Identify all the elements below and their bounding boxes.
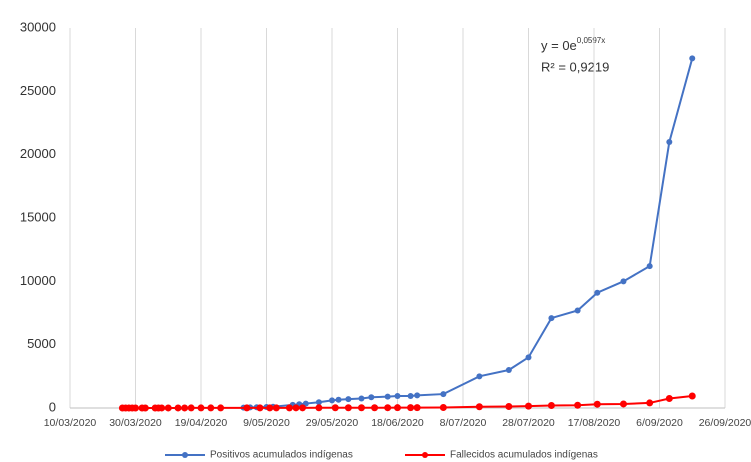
y-tick-label: 10000 xyxy=(20,273,56,288)
trend-equation: y = 0e0,0597x xyxy=(541,36,605,53)
data-point xyxy=(335,396,342,403)
data-point xyxy=(547,401,555,409)
x-tick-label: 19/04/2020 xyxy=(175,417,228,429)
data-point xyxy=(414,392,421,399)
x-tick-label: 26/09/2020 xyxy=(699,417,751,429)
data-point xyxy=(620,278,627,285)
x-tick-label: 18/06/2020 xyxy=(371,417,424,429)
data-point xyxy=(299,404,307,412)
x-tick-label: 17/08/2020 xyxy=(568,417,621,429)
data-point xyxy=(407,404,415,412)
data-point xyxy=(158,404,166,412)
data-point xyxy=(505,402,513,410)
y-tick-label: 15000 xyxy=(20,209,56,224)
data-point xyxy=(368,394,375,401)
data-point xyxy=(394,392,401,399)
equation-base: y = 0e xyxy=(541,38,577,53)
data-point xyxy=(217,404,225,412)
data-point xyxy=(174,404,182,412)
data-point xyxy=(358,395,365,402)
y-tick-label: 0 xyxy=(49,399,56,414)
data-point xyxy=(594,289,601,296)
data-point xyxy=(141,404,149,412)
data-point xyxy=(315,399,322,406)
data-point xyxy=(505,367,512,373)
data-point xyxy=(266,404,274,412)
data-point xyxy=(666,139,673,145)
data-point xyxy=(292,404,300,412)
data-point xyxy=(384,393,391,400)
series-line xyxy=(243,58,694,409)
x-tick-label: 9/05/2020 xyxy=(243,417,290,429)
data-point xyxy=(394,404,401,412)
data-point xyxy=(187,404,195,412)
data-point xyxy=(439,403,447,411)
data-point xyxy=(164,404,172,412)
data-point xyxy=(272,404,280,412)
data-point xyxy=(256,404,264,412)
y-tick-label: 25000 xyxy=(20,83,56,98)
data-point xyxy=(688,392,696,400)
x-tick-label: 10/03/2020 xyxy=(44,417,97,429)
legend-label: Positivos acumulados indígenas xyxy=(210,450,353,461)
data-point xyxy=(525,402,532,410)
data-point xyxy=(357,404,365,412)
y-tick-label: 5000 xyxy=(27,336,56,351)
data-point xyxy=(329,397,335,404)
data-point xyxy=(132,404,139,412)
legend-marker xyxy=(422,452,428,458)
data-point xyxy=(574,401,582,409)
data-point xyxy=(407,392,414,399)
x-tick-label: 30/03/2020 xyxy=(109,417,162,429)
data-point xyxy=(476,373,483,380)
data-point xyxy=(285,404,293,412)
data-point xyxy=(574,307,581,314)
x-tick-label: 8/07/2020 xyxy=(440,417,487,429)
data-point xyxy=(197,404,205,412)
equation-exponent: 0,0597x xyxy=(577,36,605,45)
data-point xyxy=(384,404,392,412)
data-point xyxy=(331,404,339,412)
data-point xyxy=(646,399,654,407)
legend-marker xyxy=(182,452,188,458)
r-squared: R² = 0,9219 xyxy=(541,59,609,74)
legend-label: Fallecidos acumulados indígenas xyxy=(450,450,598,461)
data-point xyxy=(665,395,673,402)
data-point xyxy=(243,404,251,412)
data-point xyxy=(344,404,352,412)
data-point xyxy=(548,315,555,322)
data-point xyxy=(345,396,352,403)
data-point xyxy=(181,404,189,412)
data-point xyxy=(207,404,215,412)
data-point xyxy=(440,391,447,398)
data-point xyxy=(413,404,421,412)
x-tick-label: 28/07/2020 xyxy=(502,417,555,429)
data-point xyxy=(475,403,483,411)
x-tick-label: 29/05/2020 xyxy=(306,417,359,429)
data-point xyxy=(525,354,532,361)
data-point xyxy=(619,400,627,408)
data-point xyxy=(371,404,379,412)
x-tick-label: 6/09/2020 xyxy=(636,417,683,429)
data-point xyxy=(315,404,323,412)
data-point xyxy=(593,400,601,408)
y-tick-label: 20000 xyxy=(20,146,56,161)
data-point xyxy=(646,263,653,270)
data-point xyxy=(689,55,696,62)
y-tick-label: 30000 xyxy=(20,19,56,34)
